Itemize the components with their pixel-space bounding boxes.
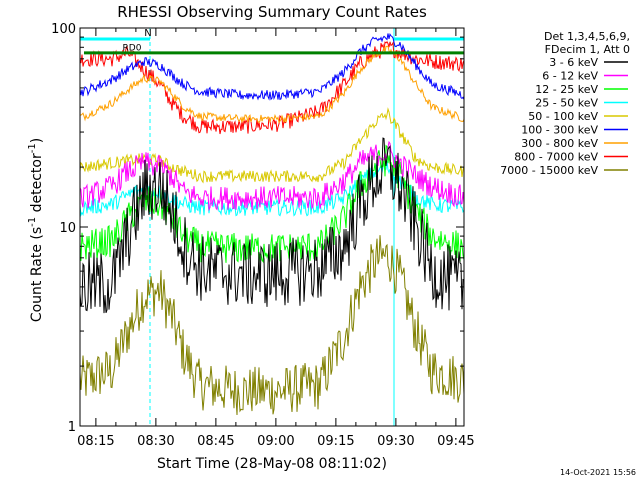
y-axis-label-main: Count Rate (s	[29, 227, 45, 322]
series-line	[79, 32, 465, 101]
y-tick-label: 100	[51, 22, 76, 37]
series-line	[79, 140, 465, 212]
legend-header: Det 1,3,4,5,6,9,	[544, 30, 630, 43]
y-axis-label-end: )	[29, 138, 45, 143]
series-line	[79, 40, 465, 135]
y-tick-label: 10	[59, 221, 76, 236]
y-axis-label-sup: -1	[27, 217, 38, 227]
legend-label: 6 - 12 keV	[542, 70, 598, 83]
series-line	[79, 235, 465, 416]
series-line	[79, 137, 465, 314]
x-tick-label: 08:30	[137, 434, 174, 449]
series-line	[79, 107, 465, 184]
legend: Det 1,3,4,5,6,9,FDecim 1, Att 03 - 6 keV…	[500, 30, 630, 177]
chart-title: RHESSI Observing Summary Count Rates	[117, 3, 427, 21]
y-axis: 1 10 100	[51, 22, 464, 435]
legend-label: 100 - 300 keV	[521, 124, 598, 137]
y-axis-label: Count Rate (s-1 detector-1)	[27, 138, 45, 322]
legend-header: FDecim 1, Att 0	[545, 43, 630, 56]
legend-label: 25 - 50 keV	[535, 97, 598, 110]
x-axis-label: Start Time (28-May-08 08:11:02)	[157, 456, 387, 472]
x-tick-label: 09:15	[317, 434, 354, 449]
x-tick-label: 08:15	[77, 434, 114, 449]
y-tick-label: 1	[68, 420, 76, 435]
saa-label: N	[144, 28, 151, 39]
legend-label: 3 - 6 keV	[549, 56, 598, 69]
legend-label: 300 - 800 keV	[521, 137, 598, 150]
series-line	[79, 160, 465, 217]
y-axis-label-sup2: -1	[27, 143, 38, 153]
x-tick-label: 09:00	[257, 434, 294, 449]
legend-label: 12 - 25 keV	[535, 83, 598, 96]
legend-label: 50 - 100 keV	[528, 110, 598, 123]
y-axis-label-tail: detector	[29, 153, 45, 217]
x-tick-label: 09:45	[437, 434, 474, 449]
footer-date: 14-Oct-2021 15:56	[560, 468, 636, 477]
x-tick-label: 08:45	[197, 434, 234, 449]
series-line	[79, 45, 465, 124]
legend-label: 800 - 7000 keV	[514, 151, 598, 164]
legend-label: 7000 - 15000 keV	[500, 164, 598, 177]
x-axis: 08:15 08:30 08:45 09:00 09:15 09:30 09:45	[77, 28, 475, 449]
x-tick-label: 09:30	[377, 434, 414, 449]
rd-label: RD0	[123, 44, 142, 54]
